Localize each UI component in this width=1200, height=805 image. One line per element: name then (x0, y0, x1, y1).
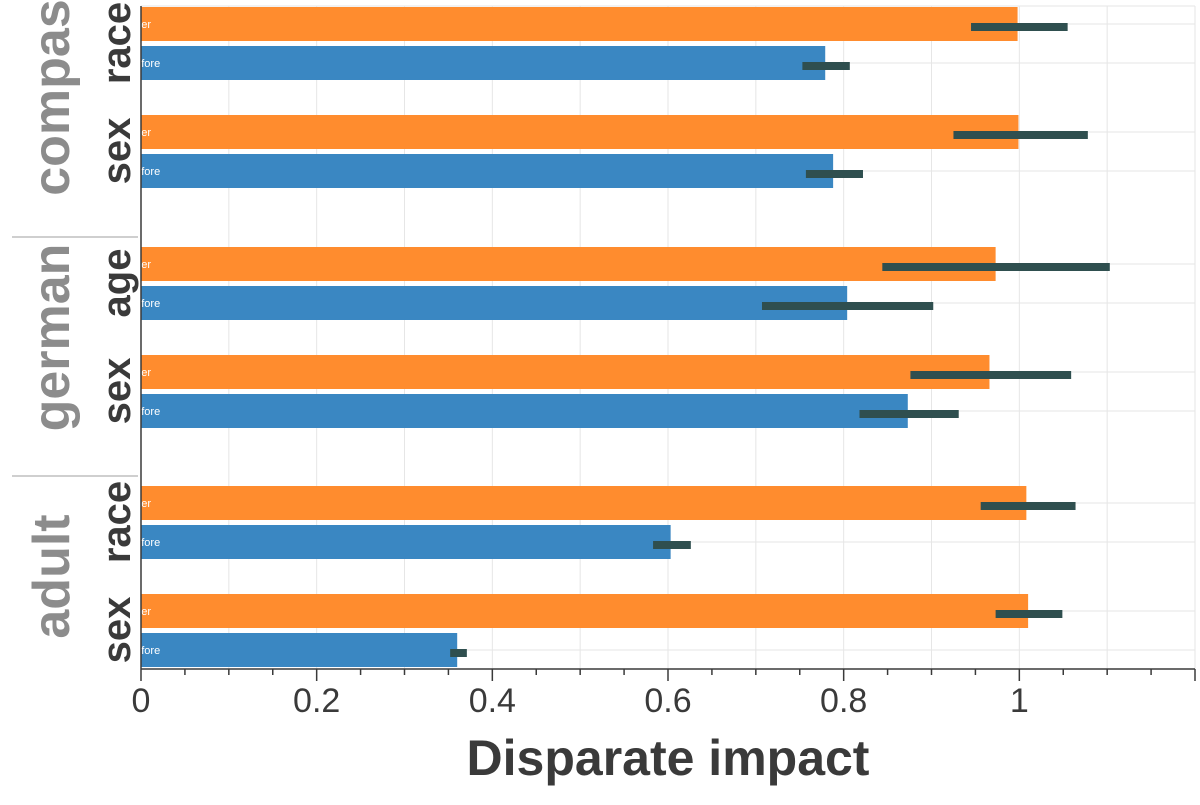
adult-sex-attribute-label: sex (95, 597, 139, 664)
compas-race-after-bar (141, 7, 1018, 41)
compas-race-after-label: after (129, 19, 151, 31)
compas-race-before-bar (141, 46, 826, 80)
compas-sex-after-label: after (129, 127, 151, 139)
german-age-attribute-label: age (95, 249, 139, 318)
adult-sex-before-label: before (129, 645, 160, 657)
compas-sex-before-bar (141, 154, 834, 188)
compas-sex-before-label: before (129, 166, 160, 178)
adult-sex-after-label: after (129, 606, 151, 618)
german-sex-before-label: before (129, 406, 160, 418)
x-tick-label: 0 (132, 682, 151, 720)
adult-sex-after-bar (141, 594, 1029, 628)
adult-race-after-bar (141, 486, 1027, 520)
grid-layer (140, 5, 1196, 669)
adult-race-attribute-label: race (95, 481, 139, 563)
adult-race-after-label: after (129, 498, 151, 510)
x-tick-label: 0.8 (820, 682, 867, 720)
x-tick-label: 0.2 (293, 682, 340, 720)
x-tick-label: 0.6 (644, 682, 691, 720)
x-axis-title: Disparate impact (467, 730, 870, 786)
adult-dataset-label: adult (23, 514, 81, 638)
compas-race-attribute-label: race (95, 2, 139, 84)
x-tick-label: 1 (1010, 682, 1029, 720)
compas-sex-after-bar (141, 115, 1019, 149)
compas-dataset-label: compas (23, 0, 81, 196)
german-sex-after-bar (141, 355, 990, 389)
axis-layer: 0 0.2 0.4 0.6 0.8 1 Disparate impact (132, 6, 1196, 786)
german-sex-attribute-label: sex (95, 358, 139, 425)
german-dataset-label: german (23, 244, 81, 432)
german-age-after-label: after (129, 259, 151, 271)
adult-sex-before-bar (141, 633, 458, 667)
x-tick-label: 0.4 (469, 682, 516, 720)
german-age-after-bar (141, 247, 996, 281)
label-layer: race sex compas age sex german race sex adult (12, 0, 139, 663)
compas-race-before-label: before (129, 58, 160, 70)
german-sex-after-label: after (129, 367, 151, 379)
adult-race-before-label: before (129, 537, 160, 549)
adult-race-before-bar (141, 525, 671, 559)
bar-layer: after before after before after before after be… (129, 7, 1110, 667)
compas-sex-attribute-label: sex (95, 118, 139, 185)
german-age-before-label: before (129, 298, 160, 310)
german-sex-before-bar (141, 394, 908, 428)
german-age-before-bar (141, 286, 848, 320)
